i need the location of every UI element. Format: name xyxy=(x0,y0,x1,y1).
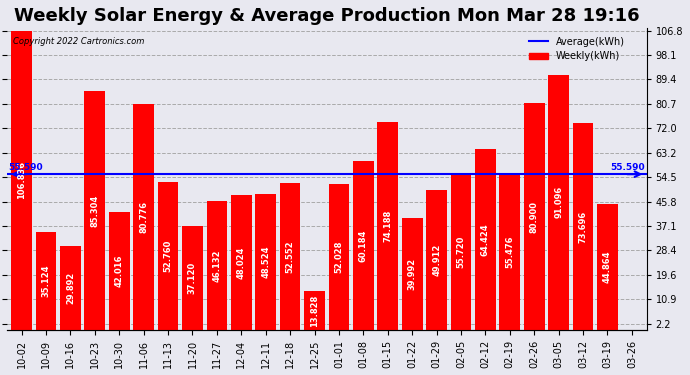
Bar xyxy=(36,231,57,330)
Bar xyxy=(451,174,471,330)
Bar xyxy=(353,161,374,330)
Text: 29.892: 29.892 xyxy=(66,272,75,304)
Text: 39.992: 39.992 xyxy=(408,258,417,290)
Bar xyxy=(597,204,618,330)
Text: 55.720: 55.720 xyxy=(457,236,466,268)
Text: 46.132: 46.132 xyxy=(213,249,221,282)
Text: 60.184: 60.184 xyxy=(359,230,368,262)
Bar xyxy=(402,218,422,330)
Bar xyxy=(11,31,32,330)
Title: Weekly Solar Energy & Average Production Mon Mar 28 19:16: Weekly Solar Energy & Average Production… xyxy=(14,7,640,25)
Text: 42.016: 42.016 xyxy=(115,255,124,287)
Text: 52.028: 52.028 xyxy=(335,241,344,273)
Text: 91.096: 91.096 xyxy=(554,186,563,219)
Text: 13.828: 13.828 xyxy=(310,294,319,327)
Bar xyxy=(573,123,593,330)
Bar xyxy=(279,183,300,330)
Bar xyxy=(109,212,130,330)
Bar xyxy=(182,226,203,330)
Text: 37.120: 37.120 xyxy=(188,262,197,294)
Bar xyxy=(377,122,398,330)
Text: 74.188: 74.188 xyxy=(383,210,393,242)
Text: 49.912: 49.912 xyxy=(432,244,441,276)
Text: 106.836: 106.836 xyxy=(17,161,26,200)
Bar xyxy=(426,190,447,330)
Bar xyxy=(549,75,569,330)
Text: 35.124: 35.124 xyxy=(41,264,50,297)
Bar xyxy=(304,291,325,330)
Text: 52.760: 52.760 xyxy=(164,240,172,272)
Text: Copyright 2022 Cartronics.com: Copyright 2022 Cartronics.com xyxy=(13,37,145,46)
Text: 55.590: 55.590 xyxy=(8,163,43,172)
Bar xyxy=(500,174,520,330)
Text: 64.424: 64.424 xyxy=(481,224,490,256)
Text: 73.696: 73.696 xyxy=(578,211,588,243)
Text: 85.304: 85.304 xyxy=(90,194,99,226)
Text: 55.476: 55.476 xyxy=(505,236,514,268)
Text: 80.776: 80.776 xyxy=(139,201,148,233)
Bar xyxy=(206,201,227,330)
Text: 52.552: 52.552 xyxy=(286,240,295,273)
Bar xyxy=(84,91,105,330)
Bar xyxy=(475,149,496,330)
Bar xyxy=(255,194,276,330)
Text: 48.024: 48.024 xyxy=(237,246,246,279)
Bar xyxy=(133,104,154,330)
Bar xyxy=(158,182,179,330)
Bar xyxy=(231,195,252,330)
Bar xyxy=(524,103,544,330)
Text: 48.524: 48.524 xyxy=(262,246,270,278)
Bar xyxy=(328,184,349,330)
Bar xyxy=(60,246,81,330)
Legend: Average(kWh), Weekly(kWh): Average(kWh), Weekly(kWh) xyxy=(525,33,629,65)
Text: 80.900: 80.900 xyxy=(530,201,539,232)
Text: 55.590: 55.590 xyxy=(611,163,645,172)
Text: 44.864: 44.864 xyxy=(603,251,612,284)
